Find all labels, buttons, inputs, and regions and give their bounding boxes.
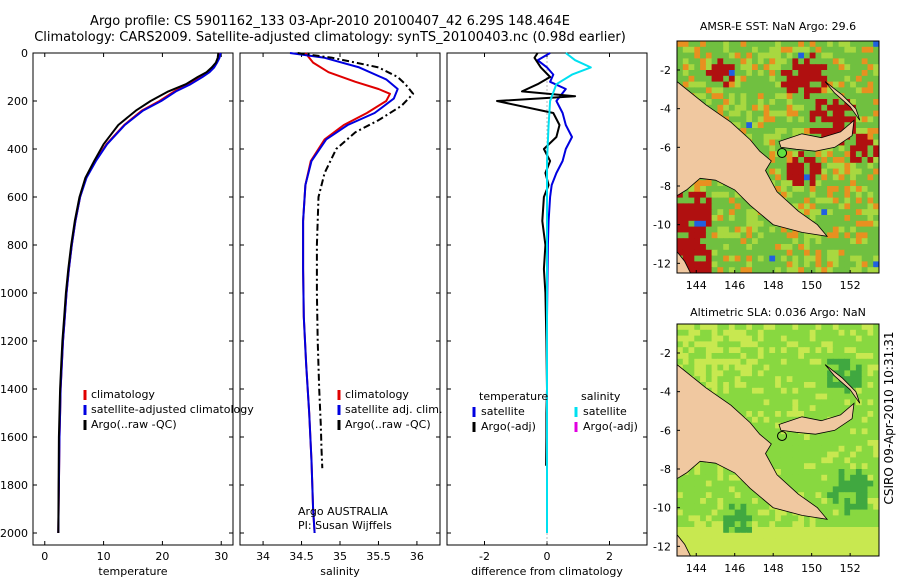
x-tick-label: 10 xyxy=(97,550,111,563)
y-tick-label: 1800 xyxy=(0,479,28,492)
lon-tick-label: 144 xyxy=(686,562,707,575)
legend-label: climatology xyxy=(91,388,155,401)
map-field xyxy=(677,324,879,556)
x-tick-label: 0 xyxy=(41,550,48,563)
annotation-text: PI: Susan Wijffels xyxy=(298,519,392,532)
series-line-satellite-adj-clim- xyxy=(289,52,399,534)
series-line-salinity-satellite xyxy=(546,52,592,533)
float-location-marker xyxy=(777,147,788,158)
series-line-argo-raw-qc- xyxy=(57,52,220,534)
lat-tick-label: -4 xyxy=(660,386,671,399)
map-frame xyxy=(676,40,880,274)
series-line-temperature-satellite xyxy=(536,52,573,318)
x-axis-label: difference from climatology xyxy=(471,565,623,578)
credit-label: CSIRO 09-Apr-2010 10:31:31 xyxy=(882,331,896,504)
lon-tick-label: 152 xyxy=(840,562,861,575)
land-polygon xyxy=(778,119,855,152)
y-tick-label: 1600 xyxy=(0,431,28,444)
x-tick-label: 20 xyxy=(155,550,169,563)
land-polygon xyxy=(677,364,829,520)
lon-tick-label: 150 xyxy=(801,562,822,575)
x-tick-label: 34 xyxy=(256,550,270,563)
series-line-climatology xyxy=(57,52,222,534)
y-tick-label: 1000 xyxy=(0,287,28,300)
axes-box xyxy=(32,52,234,546)
map-title: Altimetric SLA: 0.036 Argo: NaN xyxy=(690,306,866,319)
float-location-marker xyxy=(777,430,788,441)
land-polygon xyxy=(778,402,855,435)
lon-tick-label: 150 xyxy=(801,279,822,292)
y-tick-label: 200 xyxy=(7,95,28,108)
x-tick-label: 2 xyxy=(606,550,613,563)
sst-map: AMSR-E SST: NaN Argo: 29.6 144 146 148 150 15… xyxy=(653,20,880,292)
land-polygon xyxy=(677,251,691,273)
lon-tick-label: 146 xyxy=(724,562,745,575)
lat-tick-label: -10 xyxy=(653,219,671,232)
chart-title-line-2: Climatology: CARS2009. Satellite-adjuste… xyxy=(34,30,626,45)
temperature-panel: 0 10 20 30 0 200 400 600 800 1000 1200 1400 1600 1800… xyxy=(0,47,254,578)
lat-tick-label: -6 xyxy=(660,141,671,154)
legend-label: satellite xyxy=(583,405,627,418)
lat-tick-label: -2 xyxy=(660,64,671,77)
legend-label: temperature xyxy=(479,390,548,403)
lon-tick-label: 146 xyxy=(724,279,745,292)
x-axis-label: temperature xyxy=(98,565,167,578)
series-line-argo-raw-qc- xyxy=(297,52,415,469)
legend: temperature satellite Argo(-adj) salinity sa… xyxy=(472,390,638,433)
x-tick-label: 30 xyxy=(214,550,228,563)
x-tick-label: 35.5 xyxy=(366,550,391,563)
y-tick-label: 1200 xyxy=(0,335,28,348)
lat-tick-label: -6 xyxy=(660,424,671,437)
land-polygon xyxy=(677,534,691,556)
lat-tick-label: -2 xyxy=(660,347,671,360)
lat-tick-label: -10 xyxy=(653,502,671,515)
legend: climatology satellite-adjusted climatolog… xyxy=(83,388,254,431)
legend-label: Argo(-adj) xyxy=(481,420,536,433)
difference-panel: -2 0 2 difference from climatology temperatu… xyxy=(446,52,648,578)
legend-label: Argo(-adj) xyxy=(583,420,638,433)
legend-label: Argo(..raw -QC) xyxy=(345,418,431,431)
map-frame xyxy=(676,323,880,557)
x-tick-label: -2 xyxy=(479,550,490,563)
lat-tick-label: -8 xyxy=(660,463,671,476)
x-tick-label: 34.5 xyxy=(289,550,314,563)
map-title: AMSR-E SST: NaN Argo: 29.6 xyxy=(700,20,856,33)
x-tick-label: 36 xyxy=(410,550,424,563)
x-tick-label: 35 xyxy=(333,550,347,563)
land-polygon xyxy=(677,81,829,237)
y-tick-label: 2000 xyxy=(0,527,28,540)
legend-label: salinity xyxy=(581,390,621,403)
y-tick-label: 600 xyxy=(7,191,28,204)
y-tick-label: 0 xyxy=(21,47,28,60)
legend-label: satellite adj. clim. xyxy=(345,403,442,416)
lat-tick-label: -12 xyxy=(653,257,671,270)
annotation-text: Argo AUSTRALIA xyxy=(298,505,388,518)
lon-tick-label: 144 xyxy=(686,279,707,292)
y-tick-label: 800 xyxy=(7,239,28,252)
legend: climatology satellite adj. clim. Argo(..ra… xyxy=(337,388,442,431)
legend-label: climatology xyxy=(345,388,409,401)
lon-tick-label: 152 xyxy=(840,279,861,292)
lat-tick-label: -12 xyxy=(653,540,671,553)
legend-label: satellite xyxy=(481,405,525,418)
sla-map: Altimetric SLA: 0.036 Argo: NaN 144 146 148… xyxy=(653,306,880,575)
land-polygon xyxy=(824,81,861,121)
y-tick-label: 400 xyxy=(7,143,28,156)
lat-tick-label: -8 xyxy=(660,180,671,193)
y-tick-label: 1400 xyxy=(0,383,28,396)
x-tick-label: 0 xyxy=(544,550,551,563)
x-axis-label: salinity xyxy=(320,565,360,578)
salinity-panel: 34 34.5 35 35.5 36 salinity climatology satelli… xyxy=(239,52,442,578)
lat-tick-label: -4 xyxy=(660,103,671,116)
legend-label: satellite-adjusted climatology xyxy=(91,403,254,416)
series-line-satellite-adjusted-climatology xyxy=(57,52,222,534)
map-field xyxy=(677,41,879,273)
legend-label: Argo(..raw -QC) xyxy=(91,418,177,431)
chart-title-line-1: Argo profile: CS 5901162_133 03-Apr-2010… xyxy=(90,14,570,29)
land-polygon xyxy=(824,364,861,404)
lon-tick-label: 148 xyxy=(763,279,784,292)
lon-tick-label: 148 xyxy=(763,562,784,575)
